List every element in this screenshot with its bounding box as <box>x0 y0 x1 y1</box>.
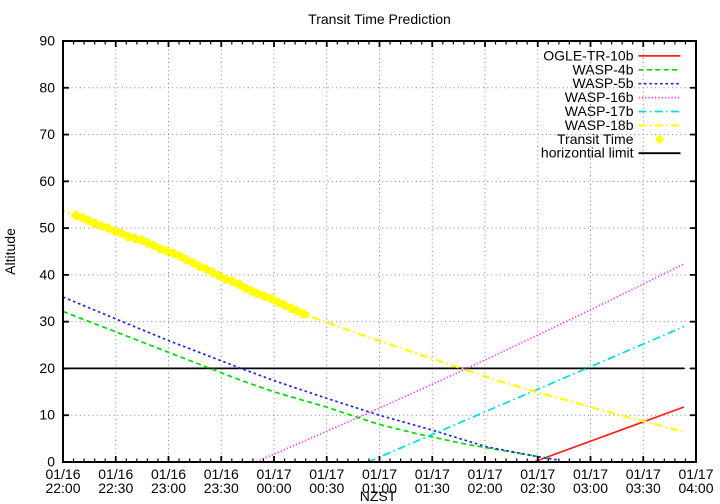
svg-text:01:30: 01:30 <box>415 480 450 496</box>
svg-text:00:30: 00:30 <box>309 480 344 496</box>
svg-text:03:00: 03:00 <box>573 480 608 496</box>
svg-text:WASP-16b: WASP-16b <box>565 89 634 105</box>
svg-text:01/17: 01/17 <box>256 466 291 482</box>
svg-text:01/17: 01/17 <box>467 466 502 482</box>
svg-text:WASP-18b: WASP-18b <box>565 117 634 133</box>
svg-text:01/17: 01/17 <box>626 466 661 482</box>
svg-text:OGLE-TR-10b: OGLE-TR-10b <box>543 47 633 63</box>
svg-text:04:00: 04:00 <box>678 480 713 496</box>
svg-text:90: 90 <box>39 33 55 49</box>
svg-text:01/17: 01/17 <box>573 466 608 482</box>
svg-text:60: 60 <box>39 173 55 189</box>
svg-text:Transit Time Prediction: Transit Time Prediction <box>308 11 451 27</box>
svg-text:01/16: 01/16 <box>45 466 80 482</box>
svg-text:23:00: 23:00 <box>151 480 186 496</box>
svg-text:23:30: 23:30 <box>204 480 239 496</box>
svg-text:01/16: 01/16 <box>204 466 239 482</box>
svg-text:00:00: 00:00 <box>256 480 291 496</box>
svg-text:02:00: 02:00 <box>467 480 502 496</box>
svg-text:WASP-5b: WASP-5b <box>573 75 634 91</box>
svg-text:20: 20 <box>39 360 55 376</box>
svg-text:01/17: 01/17 <box>309 466 344 482</box>
svg-text:30: 30 <box>39 313 55 329</box>
svg-text:01/17: 01/17 <box>520 466 555 482</box>
svg-text:01/17: 01/17 <box>362 466 397 482</box>
svg-text:40: 40 <box>39 266 55 282</box>
svg-text:03:30: 03:30 <box>626 480 661 496</box>
svg-text:01/17: 01/17 <box>678 466 713 482</box>
svg-text:01/16: 01/16 <box>98 466 133 482</box>
svg-text:horizontial limit: horizontial limit <box>541 145 634 161</box>
svg-text:Altitude: Altitude <box>2 228 18 275</box>
svg-text:22:00: 22:00 <box>45 480 80 496</box>
svg-text:02:30: 02:30 <box>520 480 555 496</box>
svg-text:22:30: 22:30 <box>98 480 133 496</box>
svg-text:80: 80 <box>39 79 55 95</box>
svg-text:NZST: NZST <box>360 488 397 504</box>
svg-text:0: 0 <box>47 454 55 470</box>
svg-text:WASP-4b: WASP-4b <box>573 61 634 77</box>
svg-text:70: 70 <box>39 126 55 142</box>
svg-text:Transit Time: Transit Time <box>557 131 634 147</box>
svg-text:WASP-17b: WASP-17b <box>565 103 634 119</box>
svg-text:10: 10 <box>39 407 55 423</box>
svg-text:01/17: 01/17 <box>415 466 450 482</box>
svg-text:50: 50 <box>39 220 55 236</box>
svg-text:01/16: 01/16 <box>151 466 186 482</box>
svg-text:01:00: 01:00 <box>362 480 397 496</box>
